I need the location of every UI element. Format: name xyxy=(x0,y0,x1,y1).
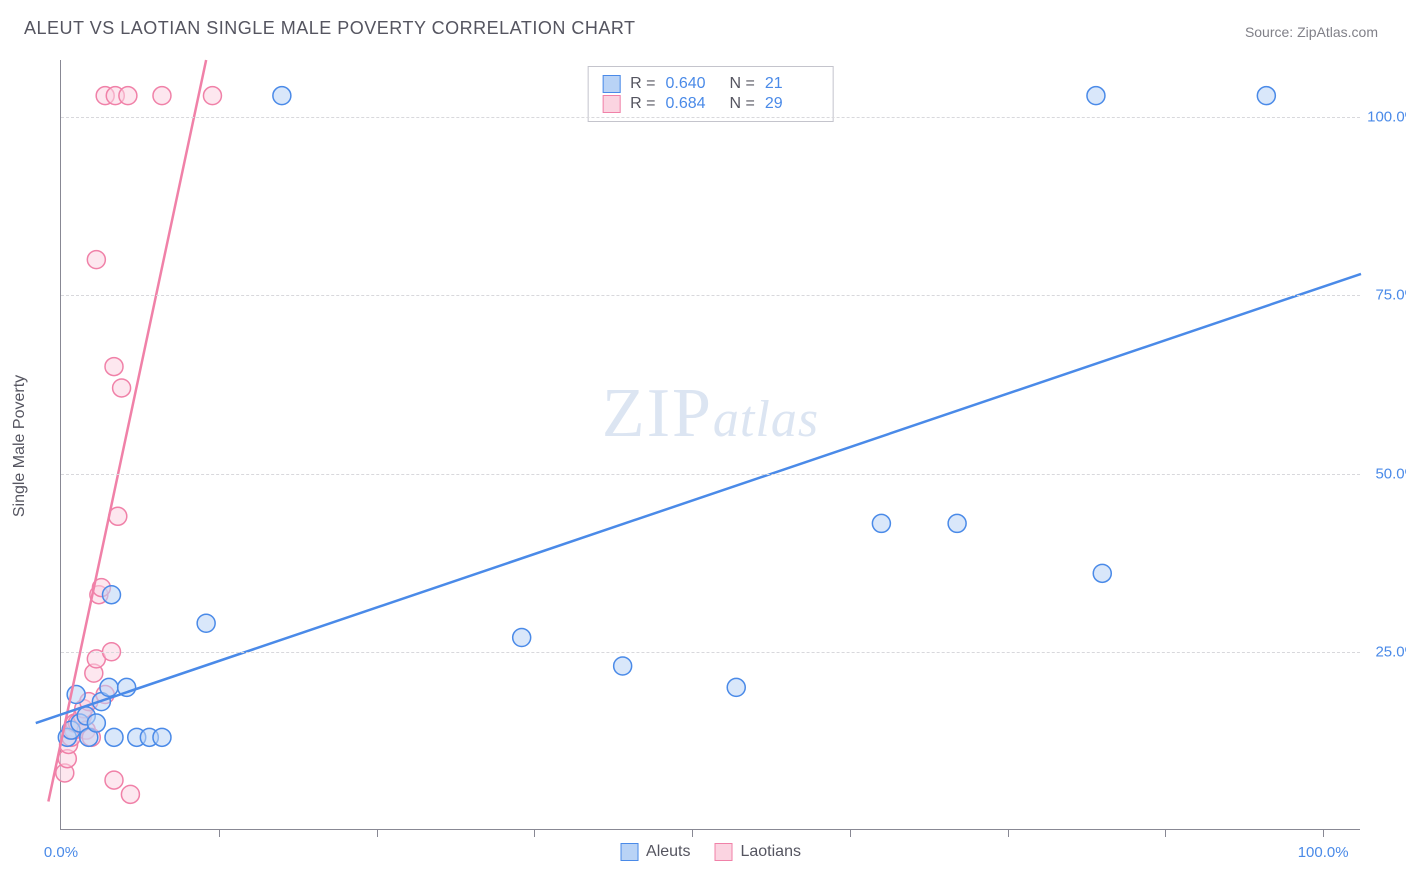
r-label: R = xyxy=(630,75,655,93)
r-value-aleuts: 0.640 xyxy=(666,75,720,93)
ytick-label: 75.0% xyxy=(1375,287,1406,304)
xtick-label-right: 100.0% xyxy=(1298,844,1349,861)
watermark: ZIPatlas xyxy=(602,374,819,454)
legend-item-aleuts: Aleuts xyxy=(620,843,690,861)
legend-label-aleuts: Aleuts xyxy=(646,843,690,861)
xtick xyxy=(1323,829,1324,837)
series-legend: Aleuts Laotians xyxy=(620,843,801,861)
legend-row-laotians: R = 0.684 N = 29 xyxy=(602,95,819,113)
xtick xyxy=(377,829,378,837)
gridline-h xyxy=(61,295,1360,296)
n-label: N = xyxy=(730,95,755,113)
xtick xyxy=(219,829,220,837)
gridline-h xyxy=(61,474,1360,475)
swatch-aleuts xyxy=(620,843,638,861)
gridline-h xyxy=(61,117,1360,118)
n-value-aleuts: 21 xyxy=(765,75,819,93)
xtick xyxy=(692,829,693,837)
chart-title: ALEUT VS LAOTIAN SINGLE MALE POVERTY COR… xyxy=(24,18,636,39)
swatch-aleuts xyxy=(602,75,620,93)
xtick xyxy=(534,829,535,837)
correlation-legend: R = 0.640 N = 21 R = 0.684 N = 29 xyxy=(587,66,834,122)
swatch-laotians xyxy=(714,843,732,861)
ytick-label: 50.0% xyxy=(1375,465,1406,482)
chart-svg xyxy=(61,60,1361,830)
r-label: R = xyxy=(630,95,655,113)
n-label: N = xyxy=(730,75,755,93)
legend-label-laotians: Laotians xyxy=(740,843,801,861)
xtick-label-left: 0.0% xyxy=(44,844,78,861)
n-value-laotians: 29 xyxy=(765,95,819,113)
legend-item-laotians: Laotians xyxy=(714,843,801,861)
xtick xyxy=(1008,829,1009,837)
r-value-laotians: 0.684 xyxy=(666,95,720,113)
watermark-atlas: atlas xyxy=(713,391,819,448)
watermark-zip: ZIP xyxy=(602,375,713,452)
ytick-label: 100.0% xyxy=(1367,109,1406,126)
source-label: Source: ZipAtlas.com xyxy=(1245,24,1378,40)
xtick xyxy=(1165,829,1166,837)
xtick xyxy=(850,829,851,837)
plot-area: ZIPatlas R = 0.640 N = 21 R = 0.684 N = … xyxy=(60,60,1360,830)
y-axis-label: Single Male Poverty xyxy=(11,375,29,517)
legend-row-aleuts: R = 0.640 N = 21 xyxy=(602,75,819,93)
gridline-h xyxy=(61,652,1360,653)
ytick-label: 25.0% xyxy=(1375,643,1406,660)
swatch-laotians xyxy=(602,95,620,113)
